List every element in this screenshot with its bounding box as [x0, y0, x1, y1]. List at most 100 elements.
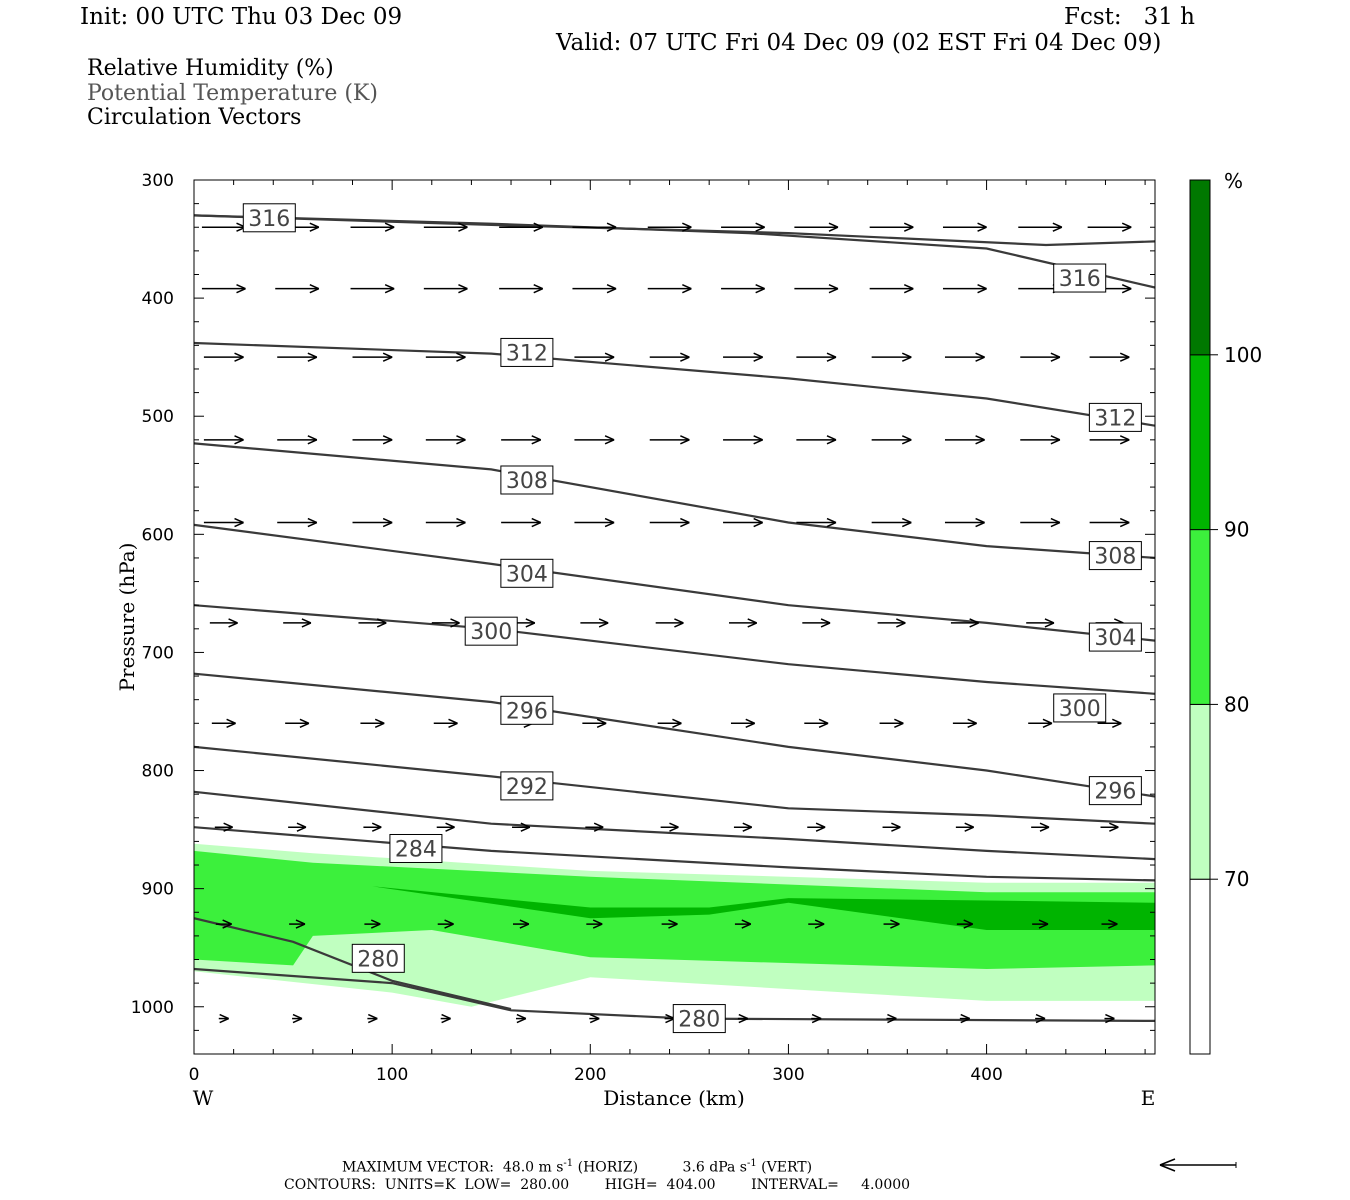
- isentrope-304: [194, 523, 1155, 642]
- vector-head: [682, 222, 692, 232]
- vector-head: [234, 435, 244, 445]
- vector-arrow: [289, 919, 306, 929]
- vector-head: [828, 283, 839, 294]
- humidity-band-90: [372, 886, 1155, 930]
- vector-arrow: [955, 822, 975, 832]
- vector-head: [1112, 718, 1122, 728]
- contour-label-text: 300: [1059, 697, 1101, 722]
- vector-head: [891, 822, 901, 832]
- colorbar-label: 100: [1224, 343, 1262, 367]
- vector-arrow: [572, 222, 617, 232]
- vector-head: [753, 435, 763, 445]
- vector-arrow: [1097, 718, 1122, 728]
- vector-arrow: [437, 919, 454, 929]
- vector-head: [596, 718, 607, 728]
- isentrope-308: [194, 442, 1155, 559]
- init-time: Init: 00 UTC Thu 03 Dec 09: [80, 4, 403, 30]
- vector-arrow: [871, 352, 912, 362]
- vector-head: [307, 517, 318, 528]
- vector-head: [382, 352, 393, 362]
- contour-label-text: 312: [1094, 406, 1136, 431]
- vector-head: [222, 919, 232, 929]
- x-axis-west-label: W: [193, 1086, 214, 1110]
- contour-label: 300: [1053, 693, 1107, 723]
- contour-label: 300: [464, 616, 518, 646]
- y-axis-label: Pressure (hPa): [115, 543, 139, 692]
- contour-label-text: 296: [1094, 780, 1136, 805]
- y-tick-label: 600: [142, 525, 174, 545]
- vector-arrow: [288, 822, 307, 832]
- vector-head: [674, 618, 684, 628]
- legend-relative-humidity: Relative Humidity (%): [87, 56, 334, 81]
- vector-arrow: [358, 618, 387, 628]
- vector-head: [604, 352, 615, 362]
- vector-arrow: [661, 919, 678, 929]
- vector-arrow: [942, 222, 987, 232]
- vector-head: [1109, 822, 1119, 832]
- vector-arrow: [721, 222, 765, 232]
- vector-head: [450, 618, 460, 628]
- vector-arrow: [433, 718, 458, 728]
- colorbar-segment: [1189, 529, 1211, 705]
- contour-label-box: [1053, 263, 1107, 293]
- vector-head: [814, 919, 825, 929]
- vector-arrow: [586, 919, 603, 929]
- vector-head: [753, 352, 763, 362]
- vector-head: [890, 919, 900, 929]
- vector-arrow: [277, 435, 318, 445]
- vector-arrow: [352, 352, 393, 362]
- x-tick-label: 400: [970, 1065, 1002, 1085]
- contour-label: 304: [500, 558, 554, 588]
- vector-head: [753, 517, 763, 528]
- vector-head: [376, 618, 387, 628]
- vector-head: [682, 283, 692, 294]
- contour-label-text: 300: [470, 620, 512, 645]
- vector-arrow: [201, 222, 246, 232]
- vector-head: [680, 435, 690, 445]
- vector-arrow: [1101, 919, 1118, 929]
- vector-head: [1042, 718, 1053, 728]
- vector-head: [234, 352, 244, 362]
- contour-label: 308: [500, 465, 554, 495]
- y-tick-label: 700: [142, 643, 174, 663]
- vector-arrow: [886, 1013, 897, 1024]
- vector-head: [226, 718, 236, 728]
- contour-label-box: [672, 1004, 726, 1034]
- vector-arrow: [733, 822, 753, 832]
- vector-head: [531, 517, 542, 528]
- vector-arrow: [796, 435, 837, 445]
- vector-head: [969, 618, 979, 628]
- contour-label-box: [500, 771, 554, 801]
- vector-head: [299, 718, 310, 728]
- vector-head: [384, 283, 395, 294]
- vector-arrow: [882, 822, 901, 832]
- vector-arrow: [734, 919, 752, 929]
- vector-arrow: [728, 618, 758, 628]
- vector-arrow: [423, 222, 468, 232]
- vector-arrow: [959, 1013, 971, 1024]
- contour-label-text: 308: [506, 469, 548, 494]
- colorbar-label: 70: [1224, 867, 1249, 891]
- isentrope-312: [194, 341, 1155, 427]
- vector-head: [960, 1013, 971, 1024]
- contour-label-box: [1053, 693, 1107, 723]
- vector-head: [1050, 352, 1061, 362]
- vector-arrow: [580, 618, 609, 628]
- contour-label-box: [1088, 622, 1142, 652]
- colorbar-segment: [1189, 179, 1211, 356]
- vector-head: [669, 822, 679, 832]
- contour-label-box: [464, 616, 518, 646]
- vector-head: [680, 517, 690, 528]
- x-tick-label: 100: [376, 1065, 408, 1085]
- forecast-hour: Fcst: 31 h: [1064, 4, 1195, 30]
- vector-arrow: [807, 822, 826, 832]
- isentrope-300: [194, 604, 1155, 695]
- vector-arrow: [1035, 1013, 1046, 1024]
- vector-arrow: [869, 283, 914, 294]
- vector-head: [458, 222, 468, 232]
- vector-arrow: [649, 435, 690, 445]
- contour-labels: 316 316 312 312 308 308 304 304 300 300 296 296 292 2…: [242, 203, 1142, 1034]
- vector-arrow: [811, 1013, 822, 1024]
- vector-head: [382, 517, 393, 528]
- vector-head: [680, 352, 690, 362]
